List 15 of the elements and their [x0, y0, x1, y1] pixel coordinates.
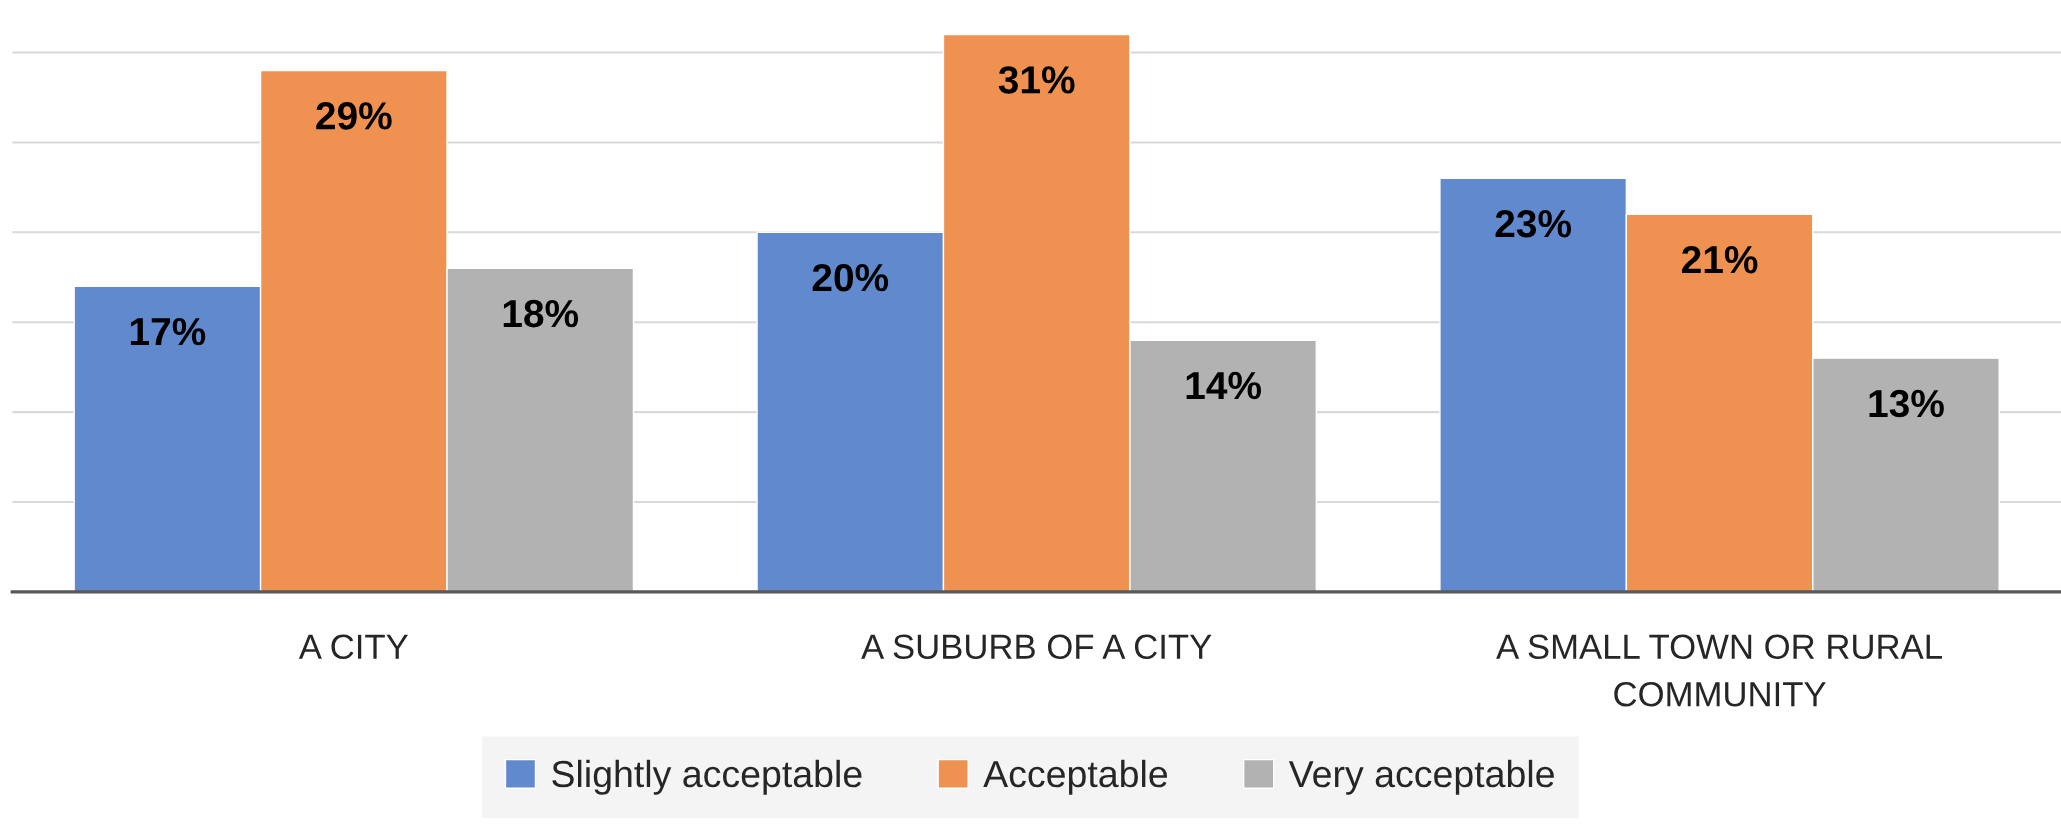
data-label: 23%	[1495, 209, 1572, 238]
data-label: 18%	[503, 299, 579, 328]
data-label: 31%	[998, 66, 1075, 94]
data-label: 17%	[130, 317, 206, 346]
legend-label: Acceptable	[983, 759, 1168, 795]
data-label: 14%	[1186, 371, 1261, 400]
x-tick-label: A SUBURB OF A CITY	[861, 634, 1212, 660]
legend-label: Slightly acceptable	[552, 759, 862, 795]
x-tick-label: A SMALL TOWN OR RURAL COMMUNITY	[1496, 634, 1942, 707]
data-label: 29%	[316, 102, 392, 130]
data-label: 20%	[812, 263, 889, 292]
x-tick-label: A CITY	[298, 634, 409, 660]
data-label: 21%	[1681, 245, 1758, 274]
data-label: 13%	[1869, 389, 1944, 418]
legend-label: Very acceptable	[1288, 759, 1554, 795]
